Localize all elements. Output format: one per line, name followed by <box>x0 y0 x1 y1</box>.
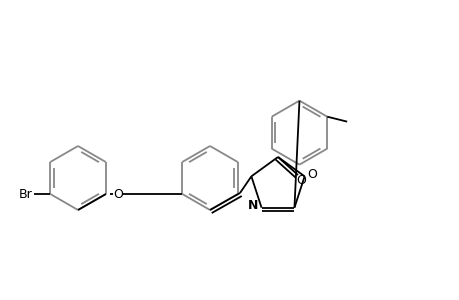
Text: O: O <box>296 175 305 188</box>
Text: O: O <box>307 168 317 181</box>
Text: Br: Br <box>18 188 32 200</box>
Text: N: N <box>248 199 258 212</box>
Text: O: O <box>113 188 123 200</box>
